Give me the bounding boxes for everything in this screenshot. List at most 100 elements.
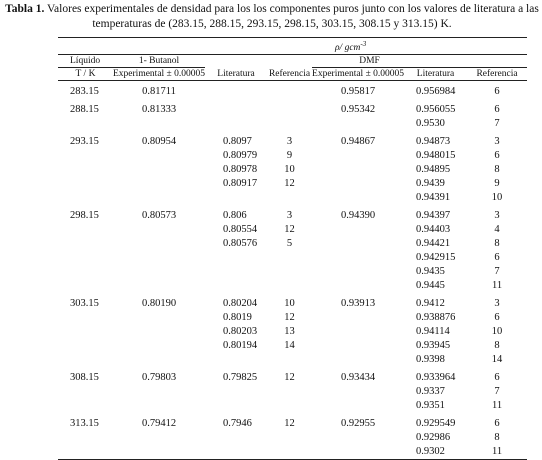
caption: Tabla 1. Valores experimentales de densi… xyxy=(4,2,540,32)
header-cell: Referencia xyxy=(467,67,528,82)
table-row: 0.9302 11 xyxy=(58,445,528,460)
table-cell: 3 xyxy=(494,136,500,148)
table-cell: 12 xyxy=(284,224,295,236)
table-cell: 3 xyxy=(286,210,293,222)
table-cell: 308.15 xyxy=(70,372,99,384)
header-cell: Líquido xyxy=(58,54,113,69)
table-cell: 0.9337 xyxy=(416,386,445,398)
table-cell: 0.94391 xyxy=(416,192,451,204)
table-cell: 303.15 xyxy=(70,298,99,310)
table-cell: 0.80573 xyxy=(141,210,177,222)
table-cell: 7 xyxy=(494,118,500,130)
empty-cell xyxy=(205,279,267,293)
empty-cell xyxy=(312,325,404,339)
empty-cell xyxy=(312,177,404,191)
empty-cell xyxy=(113,431,205,445)
table-cell: 0.80204 xyxy=(223,298,258,310)
table-cell: 0.948015 xyxy=(416,150,456,162)
empty-cell xyxy=(205,445,268,460)
empty-cell xyxy=(113,149,205,163)
table-cell: 7 xyxy=(494,266,500,278)
table-cell: 0.94873 xyxy=(416,136,451,148)
table-row: 0.9398 14 xyxy=(58,353,527,367)
table-row: 0.80979 9 0.948015 6 xyxy=(58,149,527,163)
header-cell: Experimental ± 0.00005 xyxy=(113,67,206,82)
empty-cell xyxy=(113,311,205,325)
table-cell: 0.80576 xyxy=(223,238,258,250)
table-cell: 288.15 xyxy=(70,104,99,116)
empty-cell xyxy=(267,81,312,100)
cell xyxy=(58,36,113,56)
table-cell: 0.93434 xyxy=(340,372,376,384)
empty-cell xyxy=(312,163,404,177)
empty-cell xyxy=(205,117,267,131)
empty-cell xyxy=(58,177,113,191)
table-cell: 10 xyxy=(491,192,503,204)
table-cell: 298.15 xyxy=(70,210,99,222)
table-row: 0.9435 7 xyxy=(58,265,527,279)
empty-cell xyxy=(58,149,113,163)
empty-cell xyxy=(267,251,312,265)
empty-cell xyxy=(58,353,113,367)
table-cell: 293.15 xyxy=(70,136,99,148)
empty-cell xyxy=(312,339,404,353)
density-exponent: -3 xyxy=(360,40,367,48)
table-cell: 0.80190 xyxy=(141,298,177,310)
empty-cell xyxy=(58,399,113,413)
table-cell: 0.92986 xyxy=(416,432,451,444)
table-cell: 0.92955 xyxy=(340,418,376,430)
table-cell: 9 xyxy=(494,178,500,190)
table-cell: 0.81333 xyxy=(141,104,177,116)
table-cell: 11 xyxy=(467,445,528,460)
empty-cell xyxy=(312,279,404,293)
empty-cell xyxy=(113,279,205,293)
table-cell: 8 xyxy=(494,238,500,250)
table-row: 0.8019 12 0.938876 6 xyxy=(58,311,527,325)
empty-cell xyxy=(58,385,113,399)
table-cell: 0.80917 xyxy=(223,178,258,190)
table-cell: 0.929549 xyxy=(416,418,456,430)
header-cell: DMF xyxy=(312,54,528,69)
table-cell: 0.9398 xyxy=(416,354,445,366)
table-cell: 6 xyxy=(494,372,500,384)
table-cell: 11 xyxy=(491,400,503,412)
table-cell: 0.956984 xyxy=(416,86,456,98)
table-cell: 0.93945 xyxy=(416,340,451,352)
table-row: 0.80203 13 0.94114 10 xyxy=(58,325,527,339)
empty-cell xyxy=(205,385,267,399)
header-cell: T / K xyxy=(58,67,113,82)
table-cell: 0.80954 xyxy=(141,136,177,148)
table-cell: 0.938876 xyxy=(416,312,456,324)
table-cell: 0.7946 xyxy=(223,418,252,430)
table-row: 283.15 0.81711 0.95817 0.956984 6 xyxy=(58,81,527,100)
page: {"caption": {"label": "Tabla 1.", "text"… xyxy=(4,2,540,460)
table-row: 0.80554 12 0.94403 4 xyxy=(58,223,527,237)
table-cell: 7 xyxy=(494,386,500,398)
table-cell: 8 xyxy=(494,340,500,352)
density-header: ρ/ gcm-3 xyxy=(113,36,528,56)
table-cell: 0.9435 xyxy=(416,266,445,278)
table-cell: 6 xyxy=(494,86,500,98)
table-cell: 0.9412 xyxy=(416,298,445,310)
empty-cell xyxy=(312,237,404,251)
empty-cell xyxy=(113,265,205,279)
caption-label: Tabla 1. xyxy=(5,3,45,15)
empty-cell xyxy=(205,99,267,117)
table-cell: 8 xyxy=(494,164,500,176)
empty-cell xyxy=(205,81,267,100)
empty-cell xyxy=(312,191,404,205)
empty-cell xyxy=(312,265,404,279)
density-table: ρ/ gcm-3 Líquido 1- Butanol DMF T / K Ex… xyxy=(58,36,528,460)
table-cell: 0.81711 xyxy=(142,86,176,98)
table-cell: 8 xyxy=(494,432,500,444)
table-cell: 10 xyxy=(284,298,295,310)
table-cell: 10 xyxy=(284,164,295,176)
table-cell: 13 xyxy=(284,326,295,338)
empty-cell xyxy=(267,99,312,117)
table-cell: 3 xyxy=(286,136,293,148)
table-cell: 0.933964 xyxy=(416,372,456,384)
empty-cell xyxy=(312,117,404,131)
table-row: 308.15 0.79803 0.79825 12 0.93434 0.933964 6 xyxy=(58,367,527,385)
table-cell: 0.80194 xyxy=(223,340,258,352)
table-cell: 14 xyxy=(491,354,503,366)
